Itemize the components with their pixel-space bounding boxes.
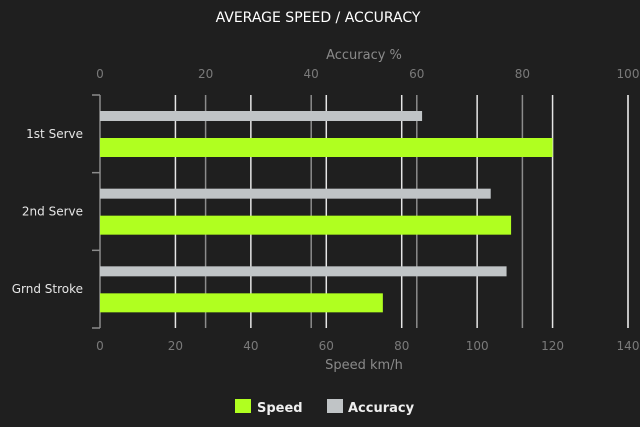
legend-swatch-speed: [235, 399, 251, 413]
legend-swatch-accuracy: [327, 399, 343, 413]
bottom-tick-label: 100: [466, 339, 489, 353]
top-tick-label: 80: [515, 67, 530, 81]
category-label: 1st Serve: [26, 127, 83, 141]
legend-label-speed: Speed: [257, 401, 303, 416]
category-label: Grnd Stroke: [12, 282, 83, 296]
speed-bar: [100, 138, 553, 157]
bottom-tick-label: 80: [394, 339, 409, 353]
speed-bar: [100, 293, 383, 313]
bottom-axis-label: Speed km/h: [325, 358, 403, 373]
bottom-tick-label: 20: [168, 339, 183, 353]
category-label: 2nd Serve: [22, 205, 83, 219]
legend: Speed Accuracy: [235, 399, 415, 416]
top-tick-label: 40: [304, 67, 319, 81]
accuracy-bar: [100, 266, 507, 277]
bottom-tick-label: 40: [243, 339, 258, 353]
top-tick-label: 0: [96, 67, 104, 81]
legend-label-accuracy: Accuracy: [348, 401, 415, 416]
bottom-tick-label: 60: [319, 339, 334, 353]
accuracy-bar: [100, 188, 491, 199]
bottom-tick-label: 120: [541, 339, 564, 353]
chart-title: AVERAGE SPEED / ACCURACY: [216, 10, 421, 26]
bottom-tick-label: 0: [96, 339, 104, 353]
bottom-tick-label: 140: [617, 339, 640, 353]
top-tick-label: 20: [198, 67, 213, 81]
accuracy-bar: [100, 111, 423, 121]
top-tick-label: 60: [409, 67, 424, 81]
top-axis-label: Accuracy %: [326, 48, 402, 63]
top-tick-label: 100: [617, 67, 640, 81]
speed-bar: [100, 215, 512, 235]
